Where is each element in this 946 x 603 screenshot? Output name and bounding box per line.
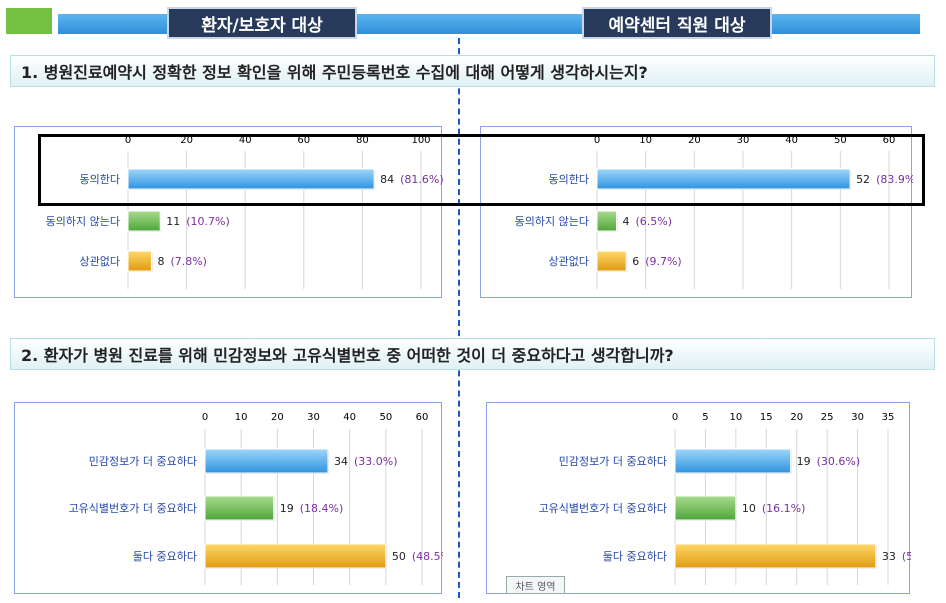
header-accent-block xyxy=(6,8,52,34)
tick-label: 10 xyxy=(235,412,248,423)
value-label: 52 xyxy=(856,173,870,186)
tick-label: 40 xyxy=(785,135,798,146)
chart-panel-q1-staff: 0 10 20 30 40 50 60 동의한다 52 (83.9%) 동의하지 않는다 4 (6.5%… xyxy=(480,126,920,298)
value-label: 8 xyxy=(157,255,164,268)
tick-label: 10 xyxy=(639,135,652,146)
percent-label: (48.5%) xyxy=(412,550,443,563)
category-label: 동의한다 xyxy=(80,173,120,186)
percent-label: (6.5%) xyxy=(635,215,672,228)
value-label: 84 xyxy=(380,173,394,186)
chart-area-label: 차트 영역 xyxy=(506,576,565,594)
bar xyxy=(674,448,792,474)
category-label: 상관없다 xyxy=(549,255,589,268)
category-label: 동의한다 xyxy=(549,173,589,186)
value-label: 6 xyxy=(632,255,639,268)
percent-label: (9.7%) xyxy=(645,255,682,268)
percent-label: (81.6%) xyxy=(400,173,443,186)
tick-label: 0 xyxy=(594,135,600,146)
tick-label: 100 xyxy=(411,135,430,146)
tick-label: 20 xyxy=(271,412,284,423)
category-label: 민감정보가 더 중요하다 xyxy=(559,454,667,468)
category-label: 상관없다 xyxy=(80,255,120,268)
bar xyxy=(596,250,627,272)
category-label: 고유식별번호가 더 중요하다 xyxy=(539,501,667,515)
tick-label: 80 xyxy=(356,135,369,146)
bar xyxy=(596,210,617,232)
bar xyxy=(674,495,737,521)
tick-label: 50 xyxy=(834,135,847,146)
value-label: 19 xyxy=(797,455,811,468)
header-tab-patients: 환자/보호자 대상 xyxy=(167,7,357,39)
tick-label: 40 xyxy=(343,412,356,423)
tick-label: 5 xyxy=(702,412,708,423)
highlight-box xyxy=(38,134,925,206)
bar xyxy=(127,250,152,272)
question-1: 1. 병원진료예약시 정확한 정보 확인을 위해 주민등록번호 수집에 대해 어… xyxy=(10,55,935,87)
value-label: 34 xyxy=(334,455,348,468)
tick-label: 50 xyxy=(379,412,392,423)
tick-label: 15 xyxy=(760,412,773,423)
value-label: 11 xyxy=(166,215,180,228)
bar xyxy=(596,168,851,190)
percent-label: (83.9%) xyxy=(876,173,913,186)
chart-q1-patients: 0 20 40 60 80 100 동의한다 84 (81.6%) 동의하지 않는다 11 (10.7… xyxy=(46,135,444,289)
percent-label: (10.7%) xyxy=(186,215,230,228)
chart-panel-q2-patients: 0 10 20 30 40 50 60 민감정보가 더 중요하다 34 (33.0%) 고유식별번호… xyxy=(14,402,455,594)
chart-q2-patients: 0 10 20 30 40 50 60 민감정보가 더 중요하다 34 (33.0%) 고유식별번호… xyxy=(69,412,455,585)
tick-label: 60 xyxy=(297,135,310,146)
percent-label: (18.4%) xyxy=(300,502,344,515)
tick-label: 0 xyxy=(672,412,678,423)
value-label: 4 xyxy=(622,215,629,228)
category-label: 둘다 중요하다 xyxy=(603,549,667,563)
tick-label: 30 xyxy=(307,412,320,423)
tick-label: 25 xyxy=(821,412,834,423)
chart-q2-staff: 0 5 10 15 20 25 30 35 민감정보가 더 중요하다 19 (30.6%) 고유식별번… xyxy=(539,412,945,585)
tick-label: 20 xyxy=(790,412,803,423)
header-tab-staff: 예약센터 직원 대상 xyxy=(582,7,772,39)
tick-label: 60 xyxy=(883,135,896,146)
tick-label: 10 xyxy=(729,412,742,423)
value-label: 19 xyxy=(280,502,294,515)
tick-label: 60 xyxy=(416,412,429,423)
tick-label: 40 xyxy=(239,135,252,146)
category-label: 둘다 중요하다 xyxy=(133,549,197,563)
percent-label: (7.8%) xyxy=(170,255,207,268)
percent-label: (53.2%) xyxy=(902,550,911,563)
chart-q1-staff: 0 10 20 30 40 50 60 동의한다 52 (83.9%) 동의하지 않는다 4 (6.5%… xyxy=(515,135,920,289)
percent-label: (30.6%) xyxy=(817,455,861,468)
percent-label: (16.1%) xyxy=(762,502,806,515)
chart-panel-q2-staff: 0 5 10 15 20 25 30 35 민감정보가 더 중요하다 19 (30.6%) 고유식별번… xyxy=(486,402,945,594)
category-label: 고유식별번호가 더 중요하다 xyxy=(69,501,197,515)
bar xyxy=(204,543,387,569)
tick-label: 0 xyxy=(125,135,131,146)
value-label: 10 xyxy=(742,502,756,515)
tick-label: 0 xyxy=(202,412,208,423)
center-divider xyxy=(458,38,460,598)
bar xyxy=(204,495,275,521)
tick-label: 30 xyxy=(851,412,864,423)
category-label: 동의하지 않는다 xyxy=(515,214,589,228)
category-label: 동의하지 않는다 xyxy=(46,214,120,228)
bar xyxy=(674,543,877,569)
question-2: 2. 환자가 병원 진료를 위해 민감정보와 고유식별번호 중 어떠한 것이 더… xyxy=(10,338,935,370)
percent-label: (33.0%) xyxy=(354,455,398,468)
bar xyxy=(127,210,161,232)
bar xyxy=(127,168,375,190)
value-label: 33 xyxy=(882,550,896,563)
tick-label: 30 xyxy=(737,135,750,146)
value-label: 50 xyxy=(392,550,406,563)
tick-label: 20 xyxy=(180,135,193,146)
tick-label: 35 xyxy=(882,412,895,423)
category-label: 민감정보가 더 중요하다 xyxy=(89,454,197,468)
tick-label: 20 xyxy=(688,135,701,146)
bar xyxy=(204,448,329,474)
chart-panel-q1-patients: 0 20 40 60 80 100 동의한다 84 (81.6%) 동의하지 않는다 11 (10.7… xyxy=(14,126,444,298)
